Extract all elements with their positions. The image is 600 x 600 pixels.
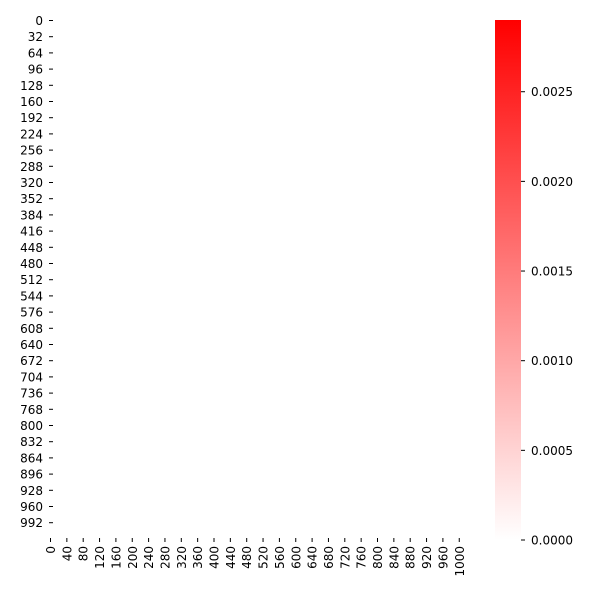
y-tick-label: 192	[20, 111, 43, 125]
x-tick-label: 920	[420, 546, 434, 569]
y-tick-label: 512	[20, 273, 43, 287]
x-tick-label: 840	[387, 546, 401, 569]
heatmap-area	[58, 20, 465, 530]
y-tick-label: 736	[20, 387, 43, 401]
x-tick-label: 640	[306, 546, 320, 569]
colorbar-tick-label: 0.0020	[531, 175, 573, 189]
y-tick-label: 32	[28, 30, 43, 44]
y-tick-label: 160	[20, 95, 43, 109]
x-tick-label: 680	[322, 546, 336, 569]
x-tick-label: 960	[436, 546, 450, 569]
y-tick-label: 384	[20, 208, 43, 222]
y-tick-label: 992	[20, 516, 43, 530]
x-tick-label: 360	[191, 546, 205, 569]
y-tick-label: 480	[20, 257, 43, 271]
x-tick-label: 440	[224, 546, 238, 569]
y-tick-label: 832	[20, 435, 43, 449]
y-tick-label: 960	[20, 500, 43, 514]
colorbar	[495, 20, 521, 540]
x-tick-label: 560	[273, 546, 287, 569]
x-tick-label: 1000	[453, 546, 467, 577]
x-tick-label: 280	[158, 546, 172, 569]
x-tick-label: 880	[404, 546, 418, 569]
y-tick-label: 416	[20, 225, 43, 239]
x-tick-label: 480	[240, 546, 254, 569]
x-tick-label: 720	[338, 546, 352, 569]
y-tick-label: 352	[20, 192, 43, 206]
y-tick-label: 928	[20, 484, 43, 498]
x-tick-label: 400	[208, 546, 222, 569]
y-tick-label: 256	[20, 144, 43, 158]
x-tick-label: 800	[371, 546, 385, 569]
colorbar-tick-label: 0.0000	[531, 534, 573, 548]
y-tick-label: 544	[20, 289, 43, 303]
x-tick-label: 120	[93, 546, 107, 569]
x-tick-label: 240	[142, 546, 156, 569]
colorbar-tick-label: 0.0005	[531, 444, 573, 458]
colorbar-tick-label: 0.0015	[531, 265, 573, 279]
y-tick-label: 640	[20, 338, 43, 352]
colorbar-tick-label: 0.0025	[531, 85, 573, 99]
y-tick-label: 896	[20, 468, 43, 482]
y-tick-label: 768	[20, 403, 43, 417]
y-tick-label: 224	[20, 127, 43, 141]
x-tick-label: 760	[355, 546, 369, 569]
x-tick-label: 40	[60, 546, 74, 561]
x-tick-label: 0	[44, 546, 58, 554]
y-tick-label: 576	[20, 306, 43, 320]
x-tick-label: 200	[126, 546, 140, 569]
y-tick-label: 128	[20, 79, 43, 93]
y-tick-label: 800	[20, 419, 43, 433]
colorbar-tick-label: 0.0010	[531, 354, 573, 368]
y-tick-label: 0	[35, 14, 43, 28]
y-tick-label: 320	[20, 176, 43, 190]
y-tick-label: 704	[20, 370, 43, 384]
y-tick-label: 608	[20, 322, 43, 336]
y-tick-label: 64	[28, 46, 43, 60]
y-tick-label: 448	[20, 241, 43, 255]
y-tick-label: 288	[20, 160, 43, 174]
y-axis: 0 32 64 96 128 160 192 224 256 288 320 352 384 416 448…	[20, 14, 53, 530]
x-tick-label: 600	[289, 546, 303, 569]
x-axis: 0 40 80 120 160 200 240 280 320 360 400 440 480 520 56…	[44, 538, 467, 577]
x-tick-label: 160	[109, 546, 123, 569]
colorbar-axis: 0.0000 0.0005 0.0010 0.0015 0.0020 0.0025	[521, 85, 573, 548]
y-tick-label: 864	[20, 451, 43, 465]
y-tick-label: 672	[20, 354, 43, 368]
x-tick-label: 520	[257, 546, 271, 569]
x-tick-label: 320	[175, 546, 189, 569]
x-tick-label: 80	[77, 546, 91, 561]
y-tick-label: 96	[28, 63, 43, 77]
